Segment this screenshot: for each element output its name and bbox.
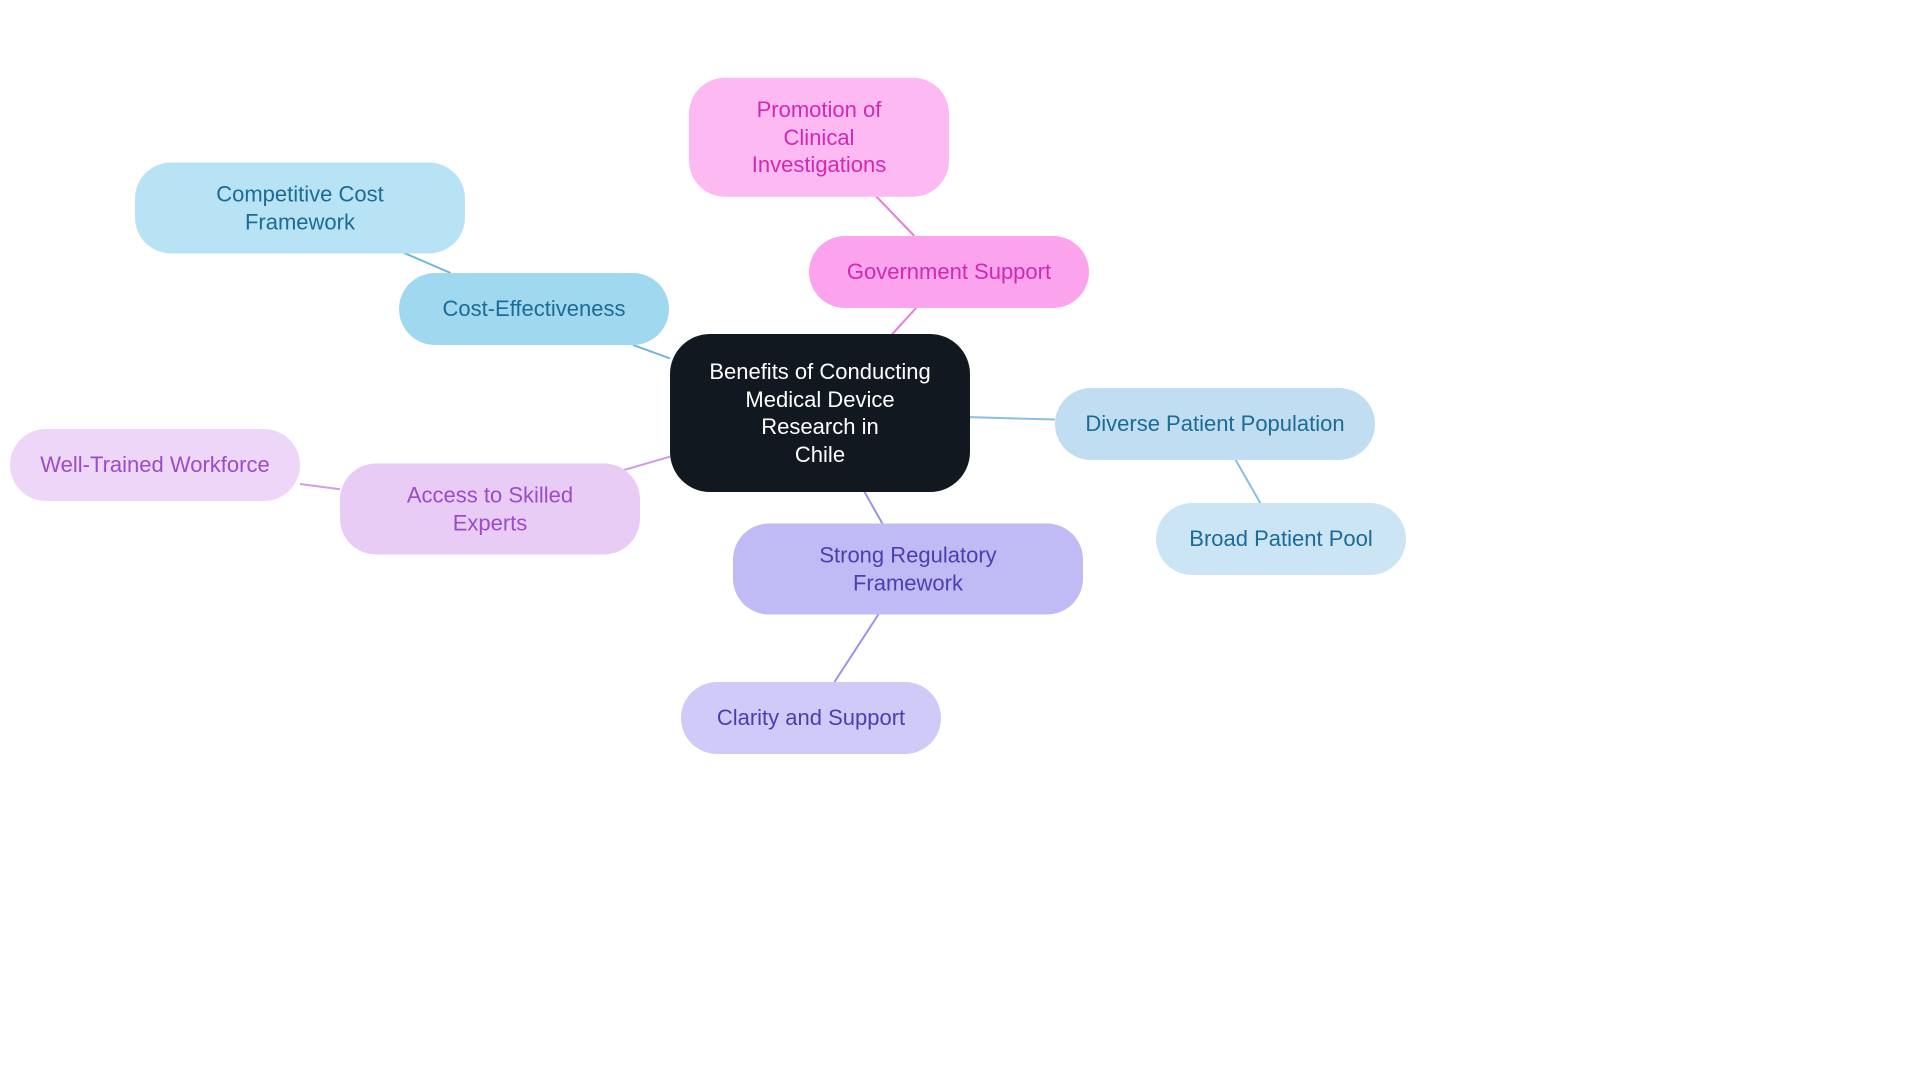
node-label: Competitive Cost Framework xyxy=(165,181,435,236)
node-label: Promotion of Clinical Investigations xyxy=(719,96,919,179)
edge xyxy=(834,605,884,682)
node-label: Cost-Effectiveness xyxy=(442,295,625,323)
node-label: Well-Trained Workforce xyxy=(40,451,269,479)
node-regulatory-child: Clarity and Support xyxy=(681,682,941,754)
edge xyxy=(1236,460,1261,503)
node-label: Broad Patient Pool xyxy=(1189,525,1372,553)
node-gov: Government Support xyxy=(809,236,1089,308)
node-regulatory: Strong Regulatory Framework xyxy=(733,524,1083,615)
mindmap-canvas: Benefits of Conducting Medical Device Re… xyxy=(0,0,1920,1083)
edge xyxy=(633,345,670,358)
node-cost: Cost-Effectiveness xyxy=(399,273,669,345)
node-label: Clarity and Support xyxy=(717,704,905,732)
node-diverse: Diverse Patient Population xyxy=(1055,388,1375,460)
node-label: Benefits of Conducting Medical Device Re… xyxy=(704,358,936,468)
node-label: Government Support xyxy=(847,258,1051,286)
node-label: Access to Skilled Experts xyxy=(370,482,610,537)
node-experts: Access to Skilled Experts xyxy=(340,464,640,555)
node-center: Benefits of Conducting Medical Device Re… xyxy=(670,334,970,492)
node-cost-child: Competitive Cost Framework xyxy=(135,163,465,254)
node-experts-child: Well-Trained Workforce xyxy=(10,429,300,501)
node-diverse-child: Broad Patient Pool xyxy=(1156,503,1406,575)
edge xyxy=(970,417,1055,419)
node-label: Diverse Patient Population xyxy=(1085,410,1344,438)
node-label: Strong Regulatory Framework xyxy=(763,542,1053,597)
node-gov-child: Promotion of Clinical Investigations xyxy=(689,78,949,197)
edge xyxy=(300,484,340,489)
